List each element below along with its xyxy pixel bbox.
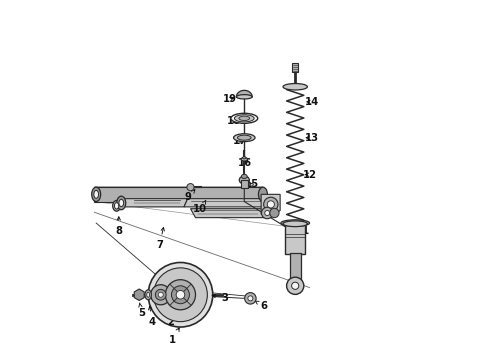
Polygon shape (261, 194, 280, 218)
Polygon shape (95, 187, 263, 196)
Circle shape (158, 292, 163, 297)
Ellipse shape (238, 135, 251, 140)
Text: 9: 9 (185, 190, 195, 202)
Ellipse shape (234, 134, 255, 141)
Text: 2: 2 (163, 307, 174, 327)
Circle shape (264, 197, 278, 212)
Circle shape (245, 293, 256, 304)
Ellipse shape (239, 176, 249, 184)
Ellipse shape (239, 116, 250, 121)
FancyBboxPatch shape (285, 223, 305, 253)
Circle shape (267, 201, 274, 208)
Text: 13: 13 (304, 133, 319, 143)
Text: 12: 12 (303, 170, 317, 180)
Ellipse shape (145, 290, 151, 300)
Text: 15: 15 (245, 179, 259, 189)
Circle shape (155, 289, 166, 300)
Ellipse shape (115, 203, 119, 209)
Text: 3: 3 (212, 293, 228, 303)
Polygon shape (95, 187, 263, 202)
Text: 18: 18 (226, 116, 241, 126)
Ellipse shape (241, 157, 247, 161)
FancyBboxPatch shape (241, 180, 248, 188)
Polygon shape (184, 199, 266, 207)
Circle shape (292, 282, 299, 289)
Circle shape (270, 208, 279, 218)
Ellipse shape (283, 84, 307, 90)
Circle shape (148, 262, 213, 327)
Ellipse shape (243, 157, 246, 159)
Polygon shape (191, 209, 267, 218)
Ellipse shape (113, 201, 121, 211)
Text: 19: 19 (223, 94, 237, 104)
Ellipse shape (258, 187, 268, 202)
Text: 11: 11 (296, 226, 310, 236)
Text: 10: 10 (193, 201, 207, 215)
Circle shape (265, 211, 270, 216)
Text: 6: 6 (255, 301, 267, 311)
Ellipse shape (231, 113, 258, 123)
Circle shape (287, 277, 304, 294)
Ellipse shape (281, 220, 310, 226)
FancyBboxPatch shape (293, 63, 298, 72)
Text: 8: 8 (115, 217, 122, 236)
Ellipse shape (117, 196, 126, 210)
Ellipse shape (242, 174, 247, 179)
Ellipse shape (92, 187, 100, 202)
Text: 4: 4 (148, 306, 156, 327)
Ellipse shape (236, 95, 252, 99)
Ellipse shape (234, 115, 254, 122)
Circle shape (172, 286, 190, 304)
Ellipse shape (147, 292, 149, 297)
Text: 7: 7 (156, 228, 164, 249)
Text: 16: 16 (238, 158, 252, 168)
Text: 5: 5 (138, 303, 145, 318)
Ellipse shape (94, 190, 98, 198)
Text: 14: 14 (305, 97, 319, 107)
Polygon shape (236, 90, 252, 97)
Polygon shape (122, 199, 188, 207)
Text: 1: 1 (169, 328, 179, 345)
Circle shape (166, 280, 196, 310)
Circle shape (248, 296, 253, 301)
Circle shape (262, 207, 273, 219)
Circle shape (151, 285, 171, 305)
Circle shape (153, 268, 207, 321)
Text: 17: 17 (233, 136, 246, 146)
Ellipse shape (283, 221, 307, 226)
FancyBboxPatch shape (290, 253, 300, 282)
Ellipse shape (119, 199, 123, 207)
Circle shape (176, 291, 185, 299)
Circle shape (187, 184, 194, 191)
